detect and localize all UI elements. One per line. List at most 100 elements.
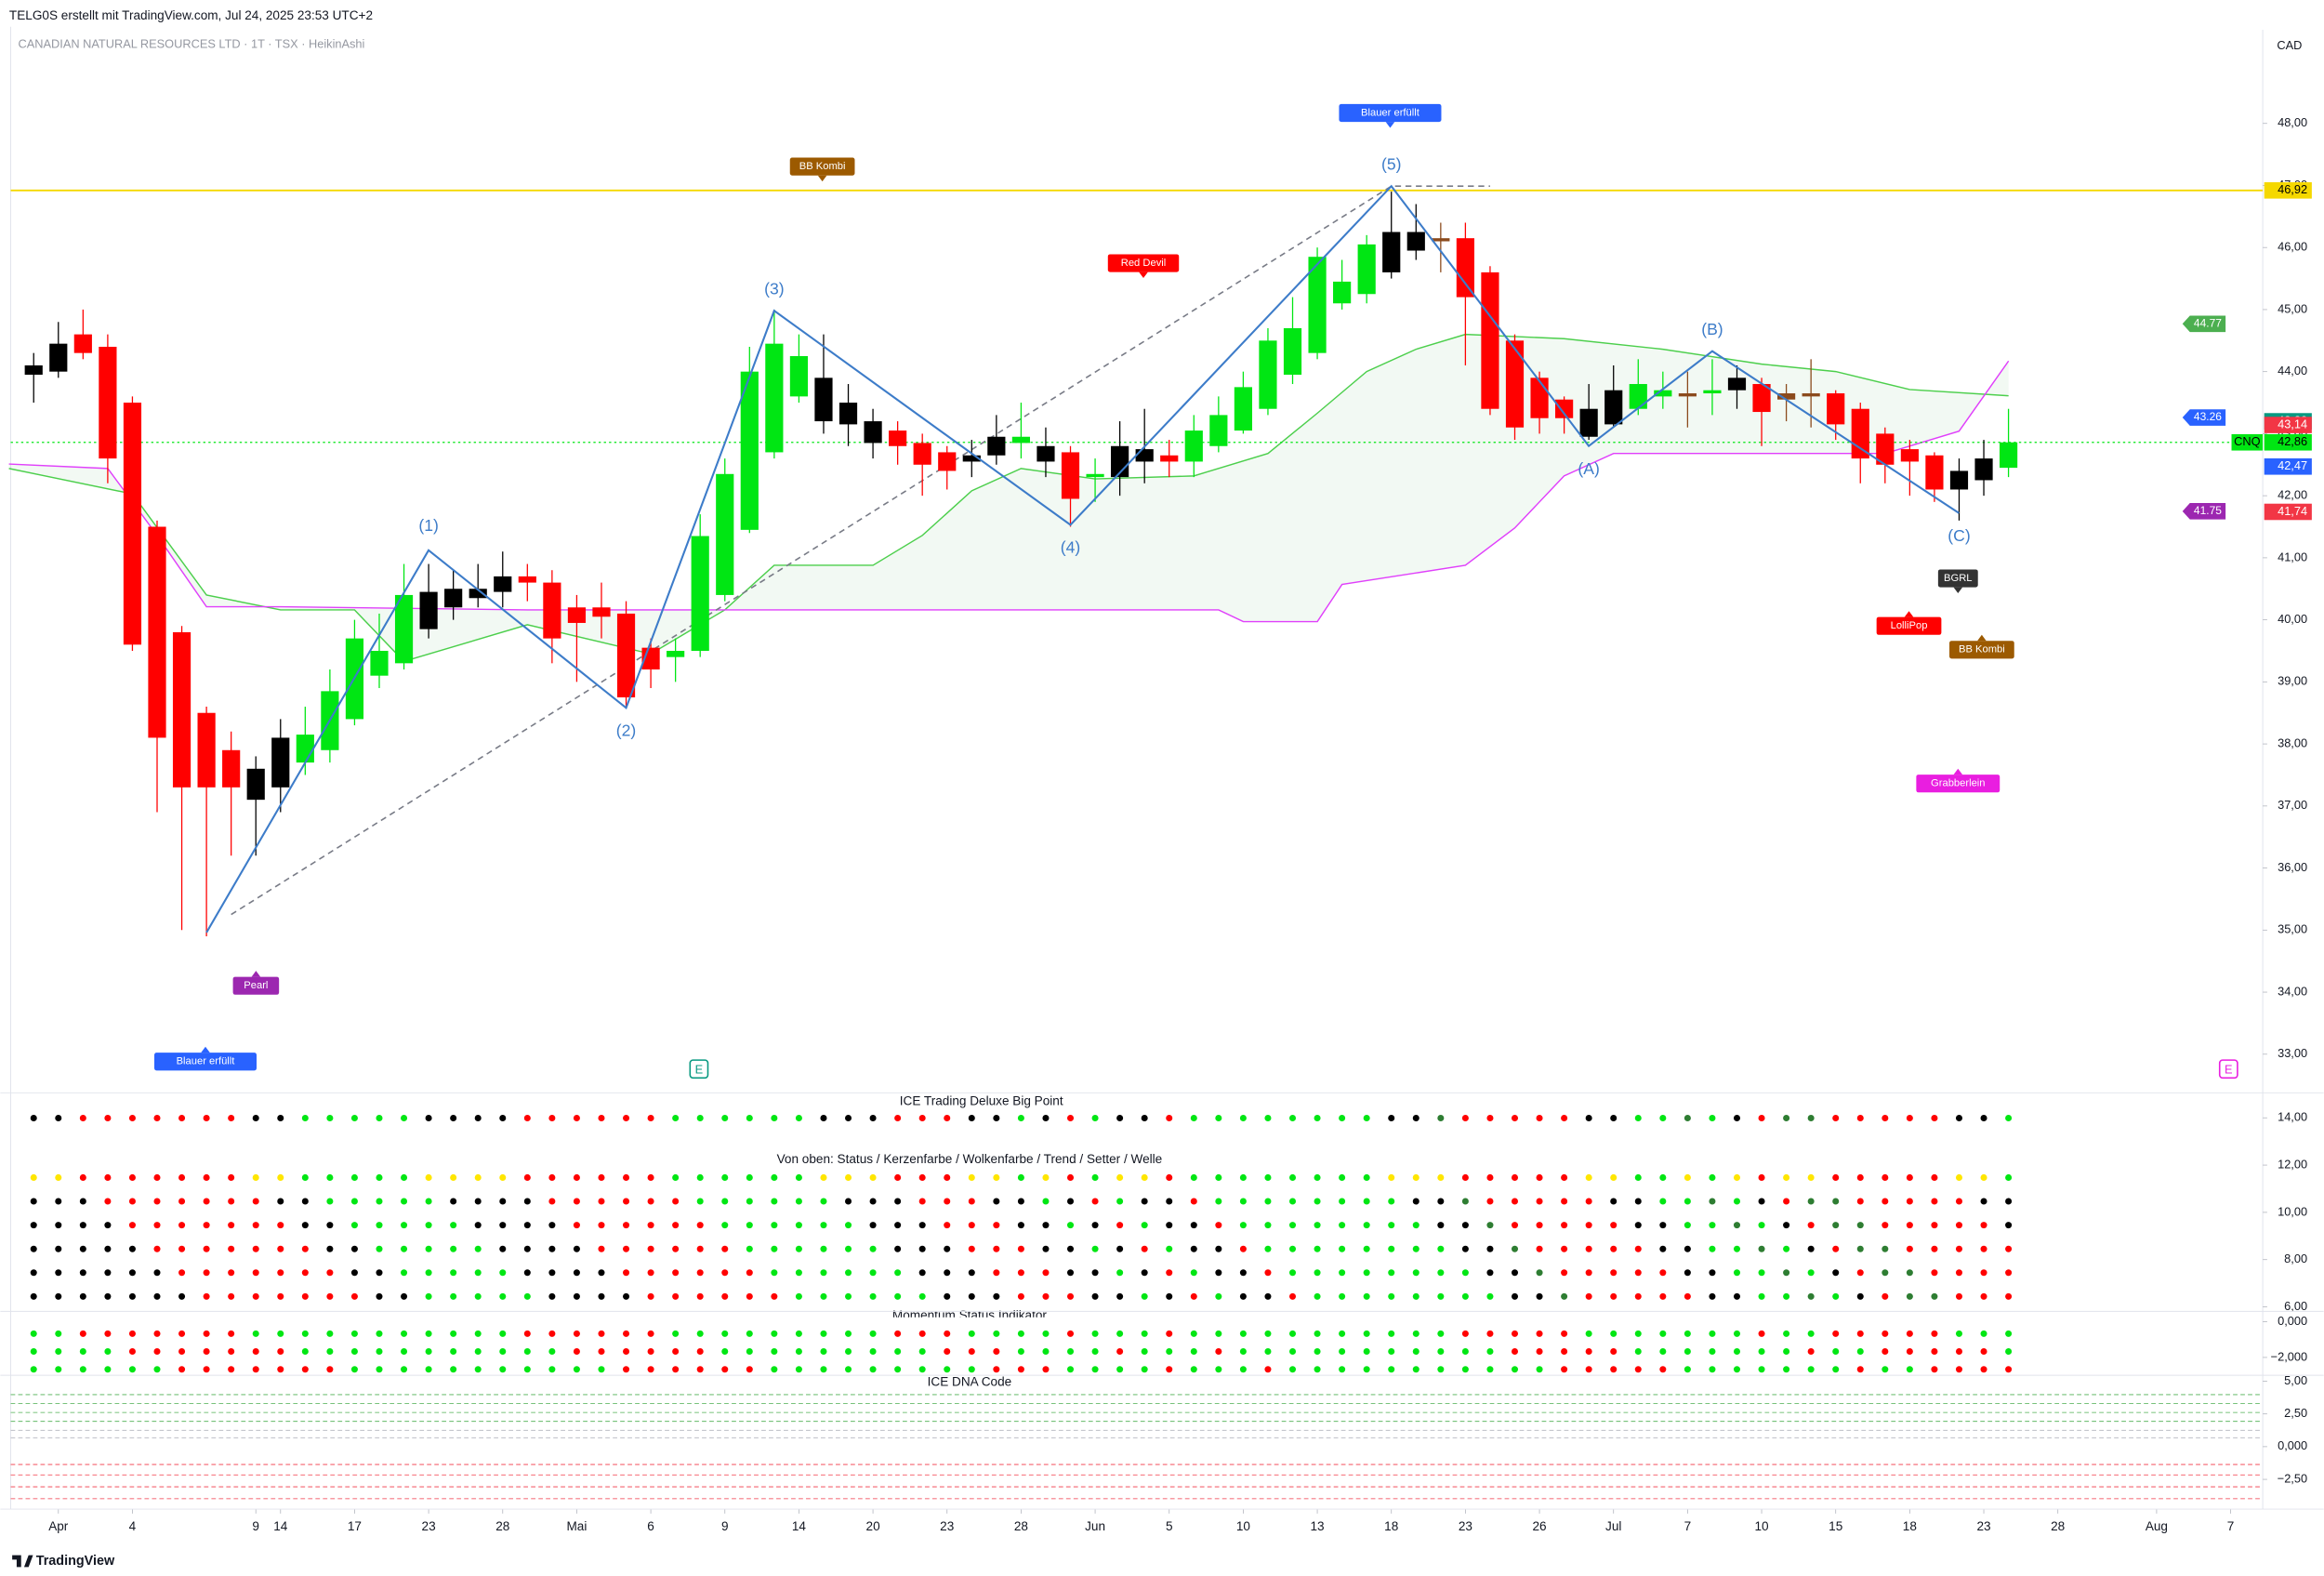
candle-body: [1703, 390, 1722, 394]
momentum-dot: [1955, 1348, 1962, 1356]
status-dot: [1536, 1222, 1543, 1229]
status-dot: [918, 1198, 926, 1205]
status-dot: [178, 1269, 186, 1277]
status-dot: [1190, 1222, 1197, 1229]
status-dot: [252, 1198, 259, 1205]
signal-pointer: [201, 1046, 210, 1053]
momentum-dot: [869, 1348, 877, 1356]
candle-body: [938, 452, 957, 471]
status-dot: [1585, 1173, 1592, 1181]
status-dot: [1585, 1269, 1592, 1277]
status-dot: [1363, 1292, 1370, 1300]
status-dot: [1190, 1269, 1197, 1277]
momentum-dot: [55, 1330, 62, 1337]
momentum-dot: [1634, 1366, 1642, 1373]
status-dot: [450, 1198, 457, 1205]
momentum-dot: [1264, 1330, 1272, 1337]
status-dot: [1091, 1114, 1099, 1122]
momentum-dot: [128, 1330, 136, 1337]
status-dot: [1882, 1269, 1889, 1277]
candle-body: [1160, 455, 1179, 462]
x-tick-label: 18: [1903, 1519, 1917, 1533]
momentum-dot: [1116, 1366, 1124, 1373]
momentum-dot: [573, 1330, 580, 1337]
status-dot: [1709, 1173, 1716, 1181]
momentum-dot: [1536, 1330, 1543, 1337]
status-dot: [1733, 1245, 1741, 1252]
status-dot: [1882, 1292, 1889, 1300]
momentum-dot: [228, 1366, 235, 1373]
status-dot: [1561, 1173, 1568, 1181]
status-dot: [1388, 1222, 1395, 1229]
status-dot: [944, 1292, 951, 1300]
candle-body: [1727, 377, 1747, 391]
y-tick-label: 36,00: [2278, 860, 2307, 874]
status-dot: [944, 1269, 951, 1277]
status-dot: [2005, 1269, 2013, 1277]
pane-title: Von oben: Status / Kerzenfarbe / Wolkenf…: [777, 1152, 1163, 1166]
x-tick-label: 23: [422, 1519, 436, 1533]
pane-tick-label: 12,00: [2278, 1157, 2307, 1171]
momentum-dot: [746, 1330, 753, 1337]
momentum-dot: [1042, 1348, 1050, 1356]
status-dot: [1141, 1198, 1148, 1205]
status-dot: [1906, 1269, 1913, 1277]
momentum-dot: [1116, 1330, 1124, 1337]
momentum-dot: [1091, 1348, 1099, 1356]
status-dot: [1388, 1198, 1395, 1205]
status-dot: [128, 1222, 136, 1229]
status-dot: [523, 1245, 531, 1252]
symbol-title: CANADIAN NATURAL RESOURCES LTD · 1T · TS…: [19, 36, 365, 50]
status-dot: [252, 1173, 259, 1181]
status-dot: [820, 1269, 827, 1277]
momentum-dot: [1856, 1348, 1864, 1356]
status-dot: [1215, 1222, 1222, 1229]
momentum-dot: [277, 1366, 284, 1373]
status-dot: [1091, 1173, 1099, 1181]
candle-body: [370, 650, 389, 676]
signal-pointer: [817, 175, 827, 182]
status-dot: [1634, 1245, 1642, 1252]
momentum-dot: [178, 1366, 186, 1373]
status-dot: [820, 1198, 827, 1205]
status-dot: [1511, 1114, 1519, 1122]
status-dot: [1832, 1198, 1840, 1205]
momentum-dot: [228, 1348, 235, 1356]
cloud-upper: [8, 333, 2009, 663]
signal-pointer: [251, 971, 261, 977]
status-dot: [425, 1222, 432, 1229]
x-tick-label: 5: [1166, 1519, 1173, 1533]
candle-body: [1925, 455, 1944, 490]
status-dot: [55, 1222, 62, 1229]
momentum-dot: [1388, 1348, 1395, 1356]
wave-line: [205, 184, 1960, 934]
momentum-dot: [1486, 1330, 1494, 1337]
candle-body: [172, 631, 191, 788]
status-dot: [1461, 1114, 1469, 1122]
momentum-dot: [277, 1348, 284, 1356]
status-dot: [376, 1198, 383, 1205]
momentum-dot: [869, 1366, 877, 1373]
status-dot: [623, 1269, 630, 1277]
momentum-dot: [548, 1366, 556, 1373]
status-dot: [499, 1198, 507, 1205]
status-dot: [869, 1173, 877, 1181]
status-dot: [277, 1269, 284, 1277]
status-dot: [1264, 1292, 1272, 1300]
momentum-dot: [1511, 1366, 1519, 1373]
x-tick-label: 23: [940, 1519, 954, 1533]
status-dot: [1486, 1198, 1494, 1205]
status-dot: [1190, 1114, 1197, 1122]
signal-box: [1916, 775, 2000, 793]
candle-body: [24, 365, 43, 376]
momentum-dot: [795, 1330, 802, 1337]
status-dot: [2005, 1222, 2013, 1229]
e-icon: E: [689, 1059, 709, 1079]
status-dot: [1634, 1114, 1642, 1122]
status-dot: [1116, 1292, 1124, 1300]
price-tag-label: 46,92: [2278, 182, 2307, 196]
status-dot: [1733, 1269, 1741, 1277]
momentum-dot: [1339, 1348, 1346, 1356]
momentum-dot: [623, 1348, 630, 1356]
status-dot: [178, 1292, 186, 1300]
